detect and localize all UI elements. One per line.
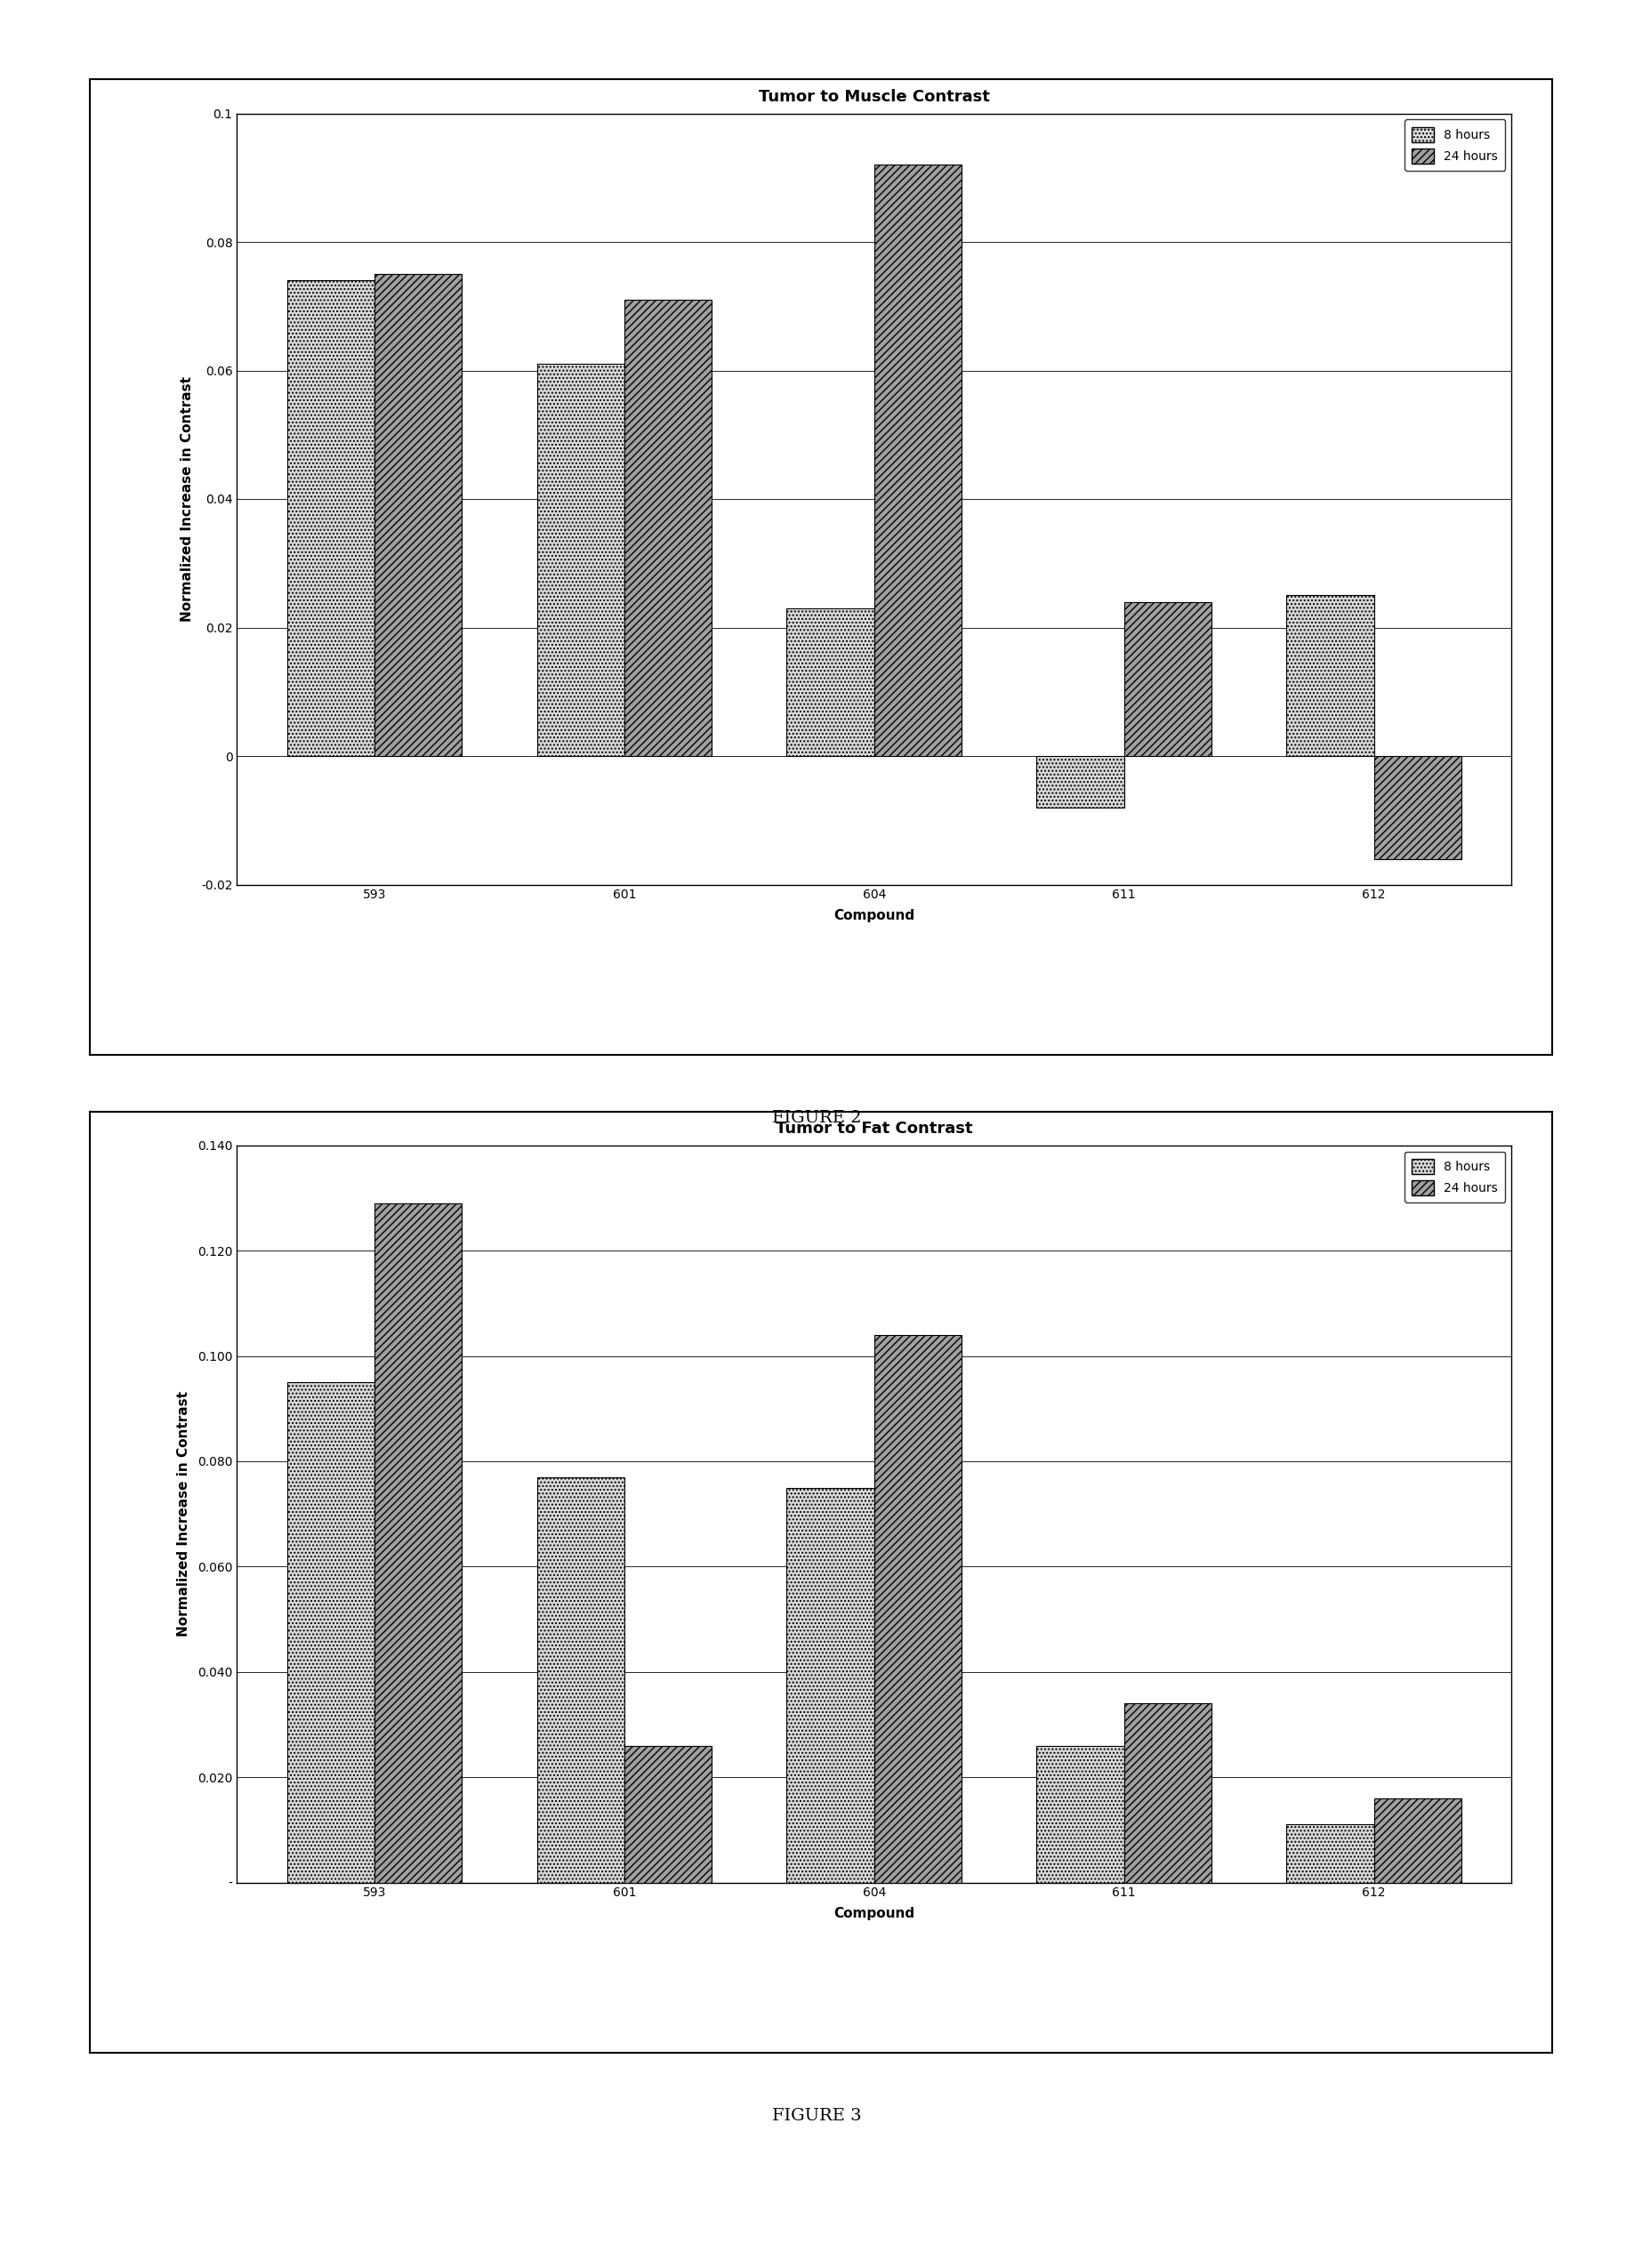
Bar — [1036, 1746, 1124, 1882]
Bar — [1374, 755, 1461, 860]
Bar — [374, 274, 462, 755]
Bar — [1286, 596, 1374, 755]
X-axis label: Compound: Compound — [833, 1907, 915, 1921]
Bar — [624, 1746, 712, 1882]
Bar — [874, 166, 962, 755]
X-axis label: Compound: Compound — [833, 909, 915, 923]
Bar — [538, 365, 624, 755]
Bar — [374, 1204, 462, 1882]
Legend: 8 hours, 24 hours: 8 hours, 24 hours — [1404, 1152, 1505, 1202]
Bar — [1374, 1799, 1461, 1882]
Y-axis label: Normalized Increase in Contrast: Normalized Increase in Contrast — [180, 376, 193, 621]
Bar — [288, 1381, 374, 1882]
Text: FIGURE 3: FIGURE 3 — [773, 2107, 861, 2125]
Bar — [786, 1488, 874, 1882]
Title: Tumor to Fat Contrast: Tumor to Fat Contrast — [776, 1120, 972, 1136]
Bar — [1286, 1823, 1374, 1882]
Bar — [1124, 601, 1211, 755]
Legend: 8 hours, 24 hours: 8 hours, 24 hours — [1404, 120, 1505, 170]
Text: FIGURE 2: FIGURE 2 — [773, 1109, 861, 1127]
Bar — [874, 1336, 962, 1882]
Bar — [538, 1476, 624, 1882]
Bar — [1036, 755, 1124, 807]
Y-axis label: Normalized Increase in Contrast: Normalized Increase in Contrast — [176, 1390, 190, 1637]
Bar — [786, 608, 874, 755]
Bar — [624, 299, 712, 755]
Bar — [1124, 1703, 1211, 1882]
Title: Tumor to Muscle Contrast: Tumor to Muscle Contrast — [758, 88, 990, 104]
Bar — [288, 281, 374, 755]
